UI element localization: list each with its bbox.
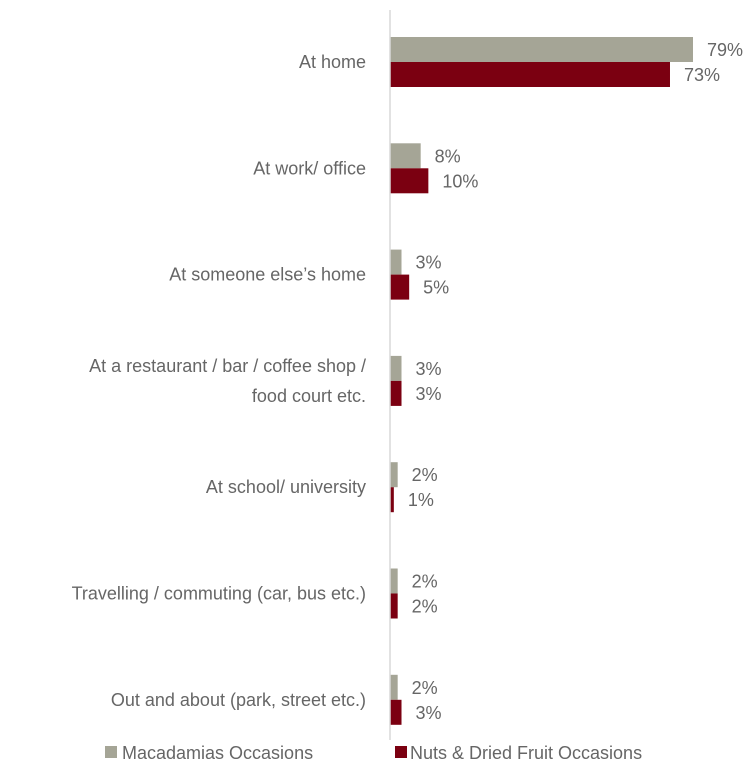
bar-nuts-dried-fruit: [390, 593, 398, 619]
bar-macadamias: [390, 249, 402, 275]
data-label-nuts-dried-fruit: 3%: [416, 703, 442, 723]
legend-label-macadamias: Macadamias Occasions: [122, 743, 313, 763]
legend: Macadamias Occasions Nuts & Dried Fruit …: [105, 743, 642, 763]
data-label-nuts-dried-fruit: 5%: [423, 278, 449, 298]
data-label-macadamias: 3%: [416, 359, 442, 379]
bars-layer: [390, 37, 693, 725]
data-label-nuts-dried-fruit: 1%: [408, 490, 434, 510]
data-label-macadamias: 79%: [707, 40, 743, 60]
bar-nuts-dried-fruit: [390, 487, 394, 513]
category-label: At school/ university: [206, 477, 366, 497]
category-labels: At home At work/ office At someone else’s …: [72, 52, 366, 710]
legend-swatch-nuts-dried-fruit: [395, 746, 407, 758]
category-label: At a restaurant / bar / coffee shop /: [89, 356, 366, 376]
bar-nuts-dried-fruit: [390, 274, 410, 300]
legend-label-nuts-dried-fruit: Nuts & Dried Fruit Occasions: [410, 743, 642, 763]
data-label-macadamias: 8%: [435, 146, 461, 166]
bar-macadamias: [390, 355, 402, 381]
bar-macadamias: [390, 143, 421, 169]
category-label: At home: [299, 52, 366, 72]
data-label-nuts-dried-fruit: 2%: [412, 597, 438, 617]
bar-nuts-dried-fruit: [390, 380, 402, 406]
category-label: food court etc.: [252, 386, 366, 406]
data-label-nuts-dried-fruit: 73%: [684, 65, 720, 85]
bar-macadamias: [390, 674, 398, 700]
bar-macadamias: [390, 568, 398, 594]
category-label: At someone else’s home: [169, 265, 366, 285]
bar-macadamias: [390, 37, 693, 62]
bar-macadamias: [390, 462, 398, 488]
bar-nuts-dried-fruit: [390, 62, 670, 87]
data-label-macadamias: 3%: [416, 253, 442, 273]
category-label: At work/ office: [253, 158, 366, 178]
data-label-nuts-dried-fruit: 10%: [442, 171, 478, 191]
data-label-macadamias: 2%: [412, 678, 438, 698]
data-label-macadamias: 2%: [412, 465, 438, 485]
bar-nuts-dried-fruit: [390, 168, 429, 194]
bar-nuts-dried-fruit: [390, 699, 402, 725]
category-label: Travelling / commuting (car, bus etc.): [72, 584, 366, 604]
data-label-nuts-dried-fruit: 3%: [416, 384, 442, 404]
value-labels: 79% 73% 8% 10% 3% 5% 3% 3% 2% 1% 2% 2% 2% 3%: [408, 40, 743, 723]
category-label: Out and about (park, street etc.): [111, 690, 366, 710]
legend-swatch-macadamias: [105, 746, 117, 758]
data-label-macadamias: 2%: [412, 572, 438, 592]
